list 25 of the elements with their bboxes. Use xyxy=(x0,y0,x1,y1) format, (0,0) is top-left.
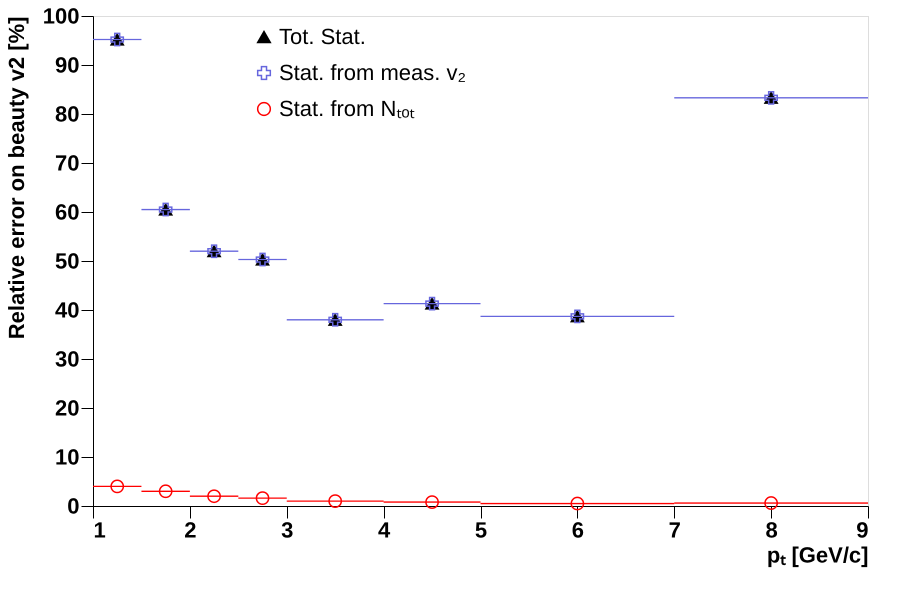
y-tick-label: 70 xyxy=(55,150,80,176)
y-axis-title: Relative error on beauty v2 [%] xyxy=(4,16,29,340)
x-axis-title: pₜ [GeV/c] xyxy=(766,542,868,568)
x-tick-label: 2 xyxy=(184,518,196,542)
y-tick-label: 100 xyxy=(42,4,80,28)
y-tick-label: 30 xyxy=(55,346,80,372)
x-tick-label: 1 xyxy=(94,518,106,542)
y-tick-label: 50 xyxy=(55,248,80,274)
x-tick-label: 3 xyxy=(281,518,294,542)
y-tick-label: 90 xyxy=(55,52,80,78)
legend-label: Stat. from Nₜₒₜ xyxy=(279,96,415,121)
legend-label: Tot. Stat. xyxy=(279,24,366,49)
x-tick-label: 4 xyxy=(378,518,391,542)
legend-label: Stat. from meas. v₂ xyxy=(279,60,466,85)
x-tick-label: 5 xyxy=(474,518,488,542)
y-tick-label: 80 xyxy=(55,102,80,126)
y-tick-label: 20 xyxy=(55,396,80,420)
x-tick-label: 8 xyxy=(766,518,778,542)
y-tick-label: 40 xyxy=(55,298,80,322)
y-tick-label: 10 xyxy=(55,444,80,470)
x-tick-label: 6 xyxy=(572,518,584,542)
x-tick-label: 9 xyxy=(856,518,868,542)
y-tick-label: 0 xyxy=(67,494,80,518)
x-tick-label: 7 xyxy=(668,518,681,542)
y-tick-label: 60 xyxy=(55,200,80,224)
